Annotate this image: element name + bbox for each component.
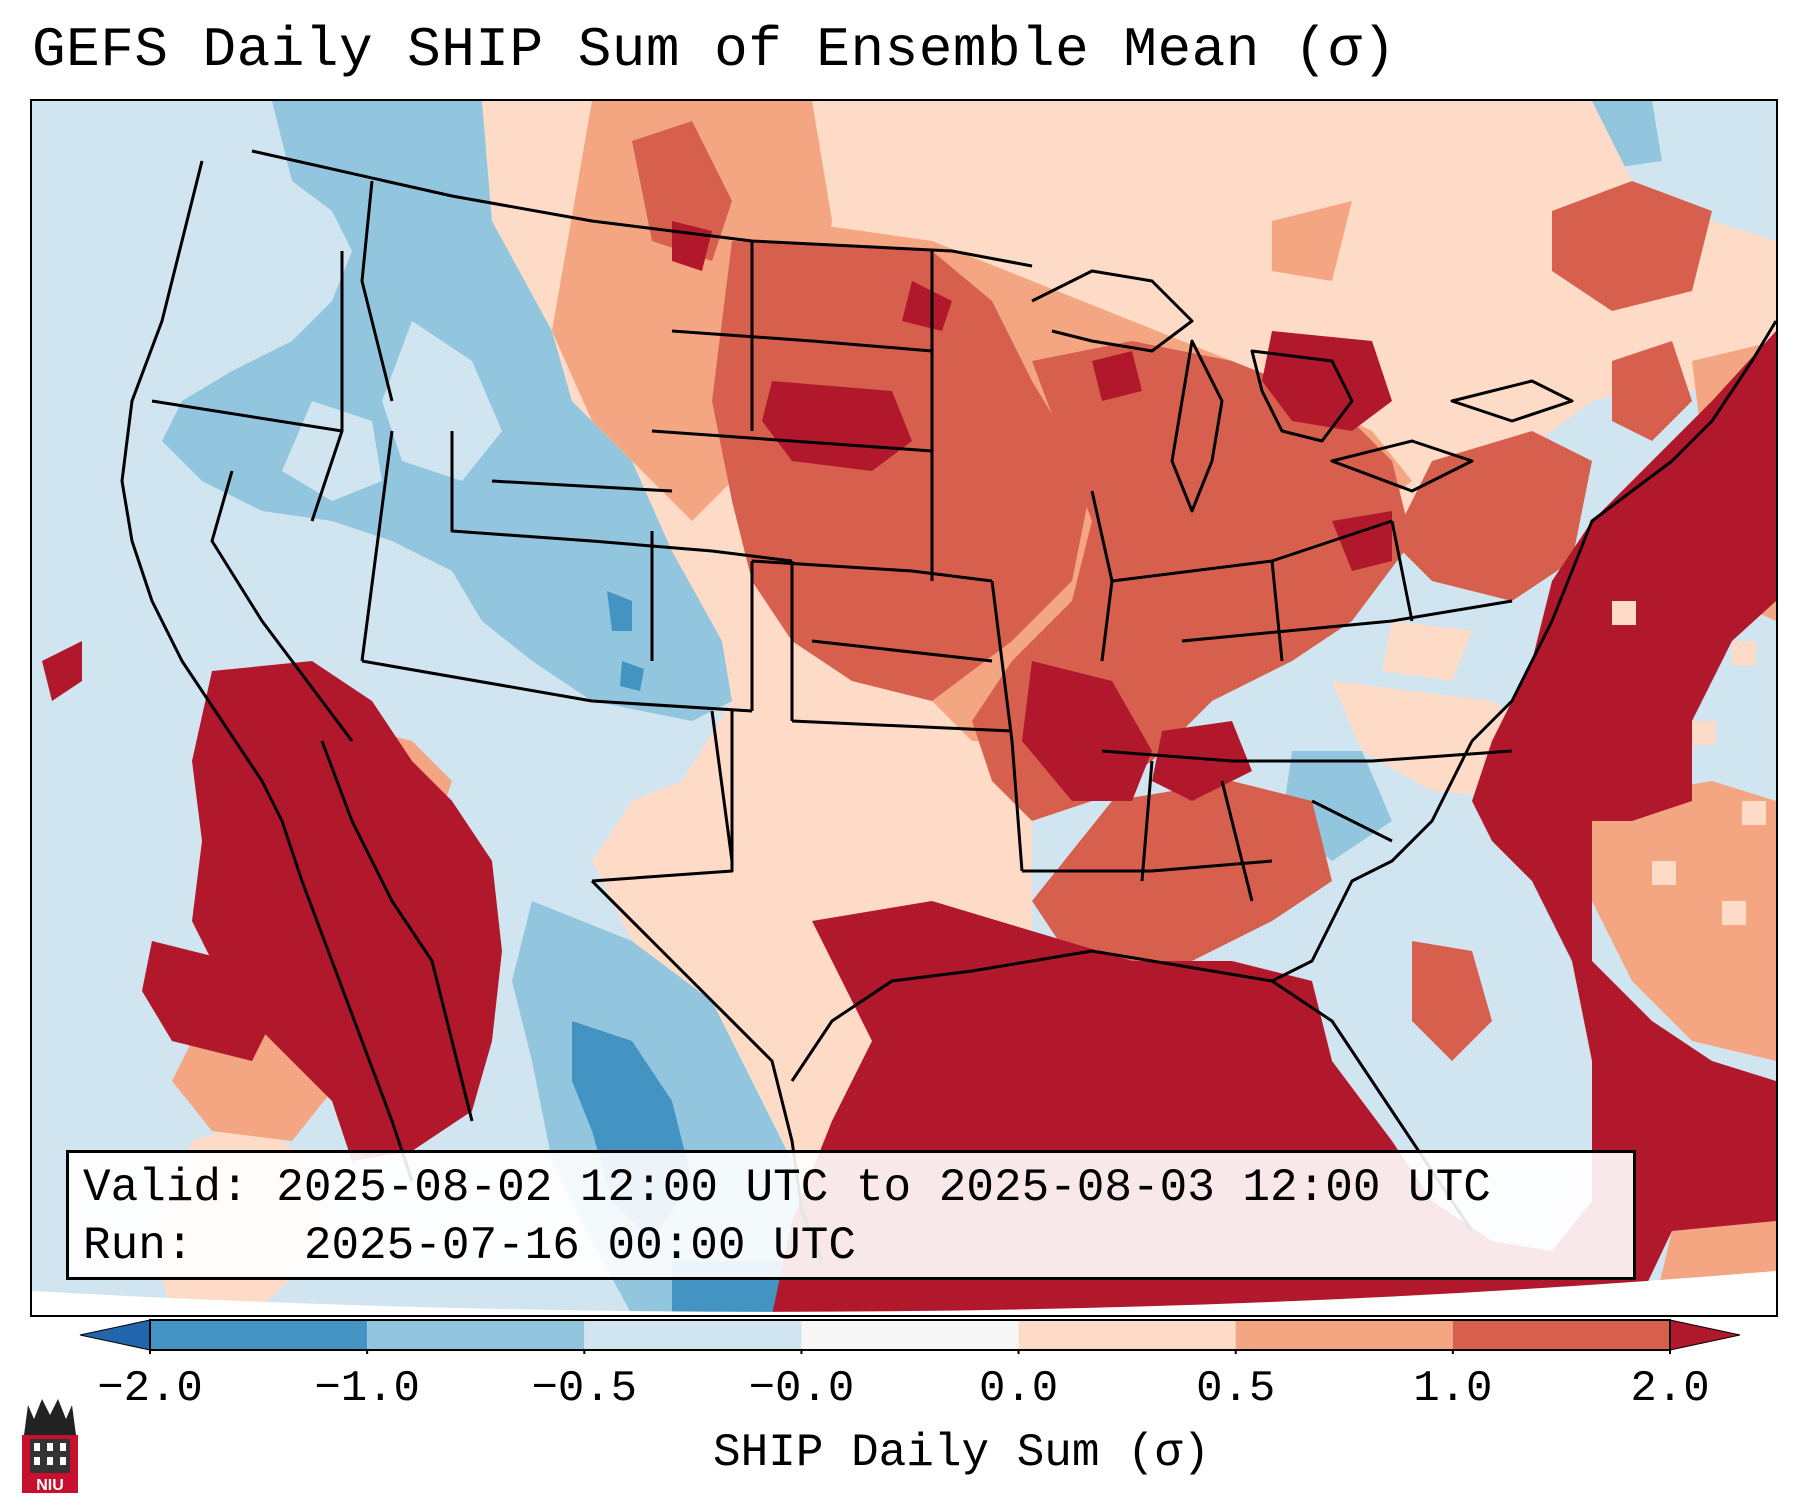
ship-anomaly-map bbox=[32, 101, 1776, 1315]
colorbar-bin bbox=[584, 1320, 802, 1350]
colorbar-tick-label: −2.0 bbox=[97, 1364, 203, 1414]
colorbar-tick-label: 0.0 bbox=[978, 1364, 1059, 1414]
run-label: Run: bbox=[83, 1220, 194, 1272]
colorbar-bin bbox=[1018, 1320, 1236, 1350]
projection-edge bbox=[32, 1271, 1776, 1315]
atlantic-speckles bbox=[1612, 601, 1766, 925]
colorbar-bin bbox=[1235, 1320, 1453, 1350]
run-time: 2025-07-16 00:00 UTC bbox=[303, 1220, 856, 1272]
valid-label: Valid: bbox=[83, 1162, 249, 1214]
valid-time-range: 2025-08-02 12:00 UTC to 2025-08-03 12:00… bbox=[276, 1162, 1491, 1214]
colorbar-tick-label: 2.0 bbox=[1630, 1364, 1710, 1414]
colorbar-bin bbox=[1452, 1320, 1670, 1350]
colorbar bbox=[79, 1319, 1741, 1354]
map-panel bbox=[30, 99, 1778, 1317]
colorbar-bin bbox=[367, 1320, 585, 1350]
colorbar-bin bbox=[150, 1320, 368, 1350]
colorbar-tick-label: −0.5 bbox=[531, 1364, 638, 1414]
colorbar-extend-low bbox=[79, 1319, 151, 1351]
colorbar-tick-label: −0.0 bbox=[748, 1364, 855, 1414]
logo-text: NIU bbox=[36, 1477, 64, 1494]
colorbar-label: SHIP Daily Sum (σ) bbox=[713, 1427, 1210, 1479]
extreme-positive-region bbox=[42, 221, 1776, 1315]
colorbar-extend-high bbox=[1669, 1319, 1741, 1351]
state-borders bbox=[120, 149, 1776, 1262]
colorbar-tick-label: 0.5 bbox=[1196, 1364, 1276, 1414]
validity-info-box: Valid: 2025-08-02 12:00 UTC to 2025-08-0… bbox=[66, 1150, 1636, 1280]
colorbar-bin bbox=[801, 1320, 1019, 1350]
niu-building-icon: NIU bbox=[22, 1399, 78, 1494]
colorbar-tick-label: 1.0 bbox=[1413, 1364, 1493, 1414]
colorbar-tick-label: −1.0 bbox=[314, 1364, 420, 1414]
map-title: GEFS Daily SHIP Sum of Ensemble Mean (σ) bbox=[32, 18, 1397, 82]
